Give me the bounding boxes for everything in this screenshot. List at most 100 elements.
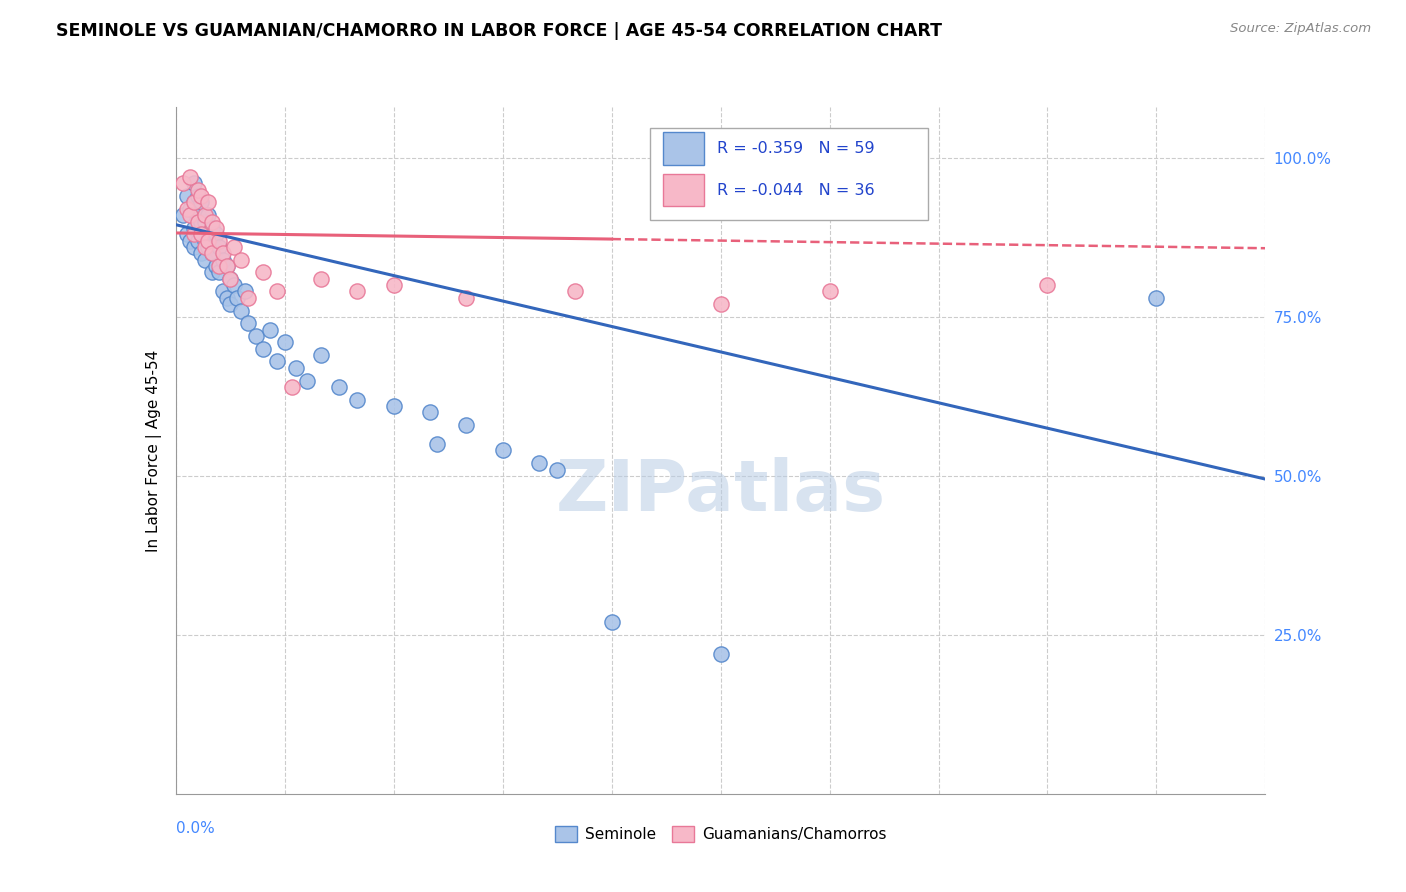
Y-axis label: In Labor Force | Age 45-54: In Labor Force | Age 45-54 [146, 350, 162, 551]
Point [208, 265, 231, 279]
Point [309, 271, 332, 285]
Point [197, 234, 219, 248]
Point [190, 195, 212, 210]
Point [382, 399, 405, 413]
Point [212, 246, 235, 260]
Point [183, 177, 205, 191]
Point [190, 246, 212, 260]
Point [201, 220, 224, 235]
Point [818, 285, 841, 299]
Point [204, 227, 226, 242]
Text: ZIPatlas: ZIPatlas [555, 458, 886, 526]
Point [1146, 291, 1168, 305]
Point [208, 234, 231, 248]
Point [233, 285, 256, 299]
Point [212, 252, 235, 267]
Point [219, 297, 242, 311]
Point [346, 392, 368, 407]
Point [238, 316, 260, 330]
Point [266, 354, 288, 368]
Point [183, 220, 205, 235]
Point [527, 456, 550, 470]
Point [274, 335, 297, 350]
Point [183, 195, 205, 210]
Point [197, 208, 219, 222]
Point [186, 234, 209, 248]
Point [222, 278, 245, 293]
Point [190, 214, 212, 228]
Point [419, 405, 441, 419]
Point [215, 291, 238, 305]
Point [295, 374, 318, 388]
Point [219, 271, 242, 285]
Text: 0.0%: 0.0% [176, 822, 215, 837]
Point [176, 189, 198, 203]
Point [231, 303, 253, 318]
Legend: Seminole, Guamanians/Chamorros: Seminole, Guamanians/Chamorros [548, 820, 893, 848]
Point [183, 240, 205, 254]
Point [194, 234, 217, 248]
Point [215, 259, 238, 273]
Point [309, 348, 332, 362]
Point [456, 417, 478, 432]
Point [212, 285, 235, 299]
Point [710, 297, 733, 311]
Point [328, 380, 350, 394]
Point [252, 265, 274, 279]
Point [201, 265, 224, 279]
Point [219, 271, 242, 285]
Point [194, 214, 217, 228]
Point [201, 246, 224, 260]
Point [281, 380, 304, 394]
Point [252, 342, 274, 356]
Point [197, 240, 219, 254]
Point [186, 214, 209, 228]
Point [183, 195, 205, 210]
Point [710, 647, 733, 661]
Point [382, 278, 405, 293]
Point [426, 437, 449, 451]
Point [208, 259, 231, 273]
Point [179, 202, 201, 216]
Point [176, 227, 198, 242]
Point [492, 443, 515, 458]
Point [194, 240, 217, 254]
Point [231, 252, 253, 267]
Point [564, 285, 586, 299]
Point [215, 259, 238, 273]
Point [176, 202, 198, 216]
Text: SEMINOLE VS GUAMANIAN/CHAMORRO IN LABOR FORCE | AGE 45-54 CORRELATION CHART: SEMINOLE VS GUAMANIAN/CHAMORRO IN LABOR … [56, 22, 942, 40]
Text: Source: ZipAtlas.com: Source: ZipAtlas.com [1230, 22, 1371, 36]
Point [201, 246, 224, 260]
FancyBboxPatch shape [650, 128, 928, 220]
Point [190, 189, 212, 203]
Point [190, 227, 212, 242]
Point [172, 208, 194, 222]
Point [179, 208, 201, 222]
Point [245, 329, 267, 343]
Point [186, 183, 209, 197]
Text: R = -0.044   N = 36: R = -0.044 N = 36 [717, 183, 875, 198]
Point [190, 227, 212, 242]
Point [238, 291, 260, 305]
Point [194, 208, 217, 222]
Point [208, 240, 231, 254]
Point [456, 291, 478, 305]
Bar [662, 174, 704, 206]
Point [179, 234, 201, 248]
Point [197, 195, 219, 210]
Text: R = -0.359   N = 59: R = -0.359 N = 59 [717, 141, 875, 156]
Point [1036, 278, 1059, 293]
Point [600, 615, 623, 630]
Point [266, 285, 288, 299]
Point [204, 259, 226, 273]
Point [259, 323, 281, 337]
Point [204, 220, 226, 235]
Point [226, 291, 249, 305]
Point [186, 208, 209, 222]
Point [222, 240, 245, 254]
Point [186, 189, 209, 203]
Point [546, 462, 568, 476]
Point [179, 169, 201, 184]
Point [172, 177, 194, 191]
